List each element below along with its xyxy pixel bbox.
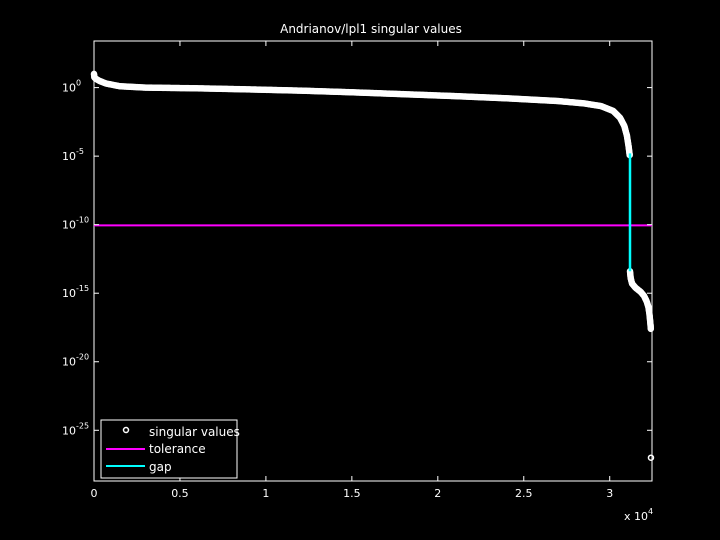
legend-marker-singular-values [122,426,130,434]
singular-value-point [647,454,655,461]
y-tick-exponent: -15 [76,284,89,293]
y-tick-exponent: -10 [76,216,89,225]
y-tick-label: 10-20 [62,353,89,369]
legend-label-singular-values: singular values [149,425,240,439]
y-tick-label: 100 [62,79,81,95]
x-tick-label: 1 [262,487,269,500]
y-tick-base: 10 [62,82,76,95]
y-tick-label: 10-15 [62,284,89,300]
legend-label-gap: gap [149,460,172,474]
chart-title: Andrianov/lpl1 singular values [280,22,462,36]
y-tick-label: 10-5 [62,147,84,163]
legend-label-tolerance: tolerance [149,442,206,456]
y-tick-base: 10 [62,150,76,163]
y-tick-base: 10 [62,356,76,369]
y-tick-exponent: -25 [76,421,89,430]
y-tick-exponent: -5 [76,147,84,156]
x-tick-label: 2.5 [515,487,533,500]
y-tick-base: 10 [62,287,76,300]
x-multiplier-base: x 10 [624,510,648,523]
x-multiplier: x 104 [624,507,653,523]
singular-values-series [90,70,655,461]
series-layer [90,70,655,461]
y-tick-exponent: 0 [76,79,81,88]
x-tick-label: 3 [606,487,613,500]
y-tick-label: 10-25 [62,421,89,437]
singular-value-point [647,325,655,333]
y-tick-exponent: -20 [76,353,89,362]
legend: singular values tolerance gap [100,419,240,479]
x-axis: 0 0.5 1 1.5 2 2.5 3 [91,41,613,500]
x-multiplier-exponent: 4 [648,507,653,516]
plot-area [93,40,653,482]
x-tick-label: 1.5 [343,487,361,500]
y-tick-base: 10 [62,219,76,232]
x-tick-label: 0 [91,487,98,500]
y-tick-label: 10-10 [62,216,89,232]
x-tick-label: 0.5 [171,487,189,500]
y-tick-base: 10 [62,424,76,437]
x-tick-label: 2 [434,487,441,500]
